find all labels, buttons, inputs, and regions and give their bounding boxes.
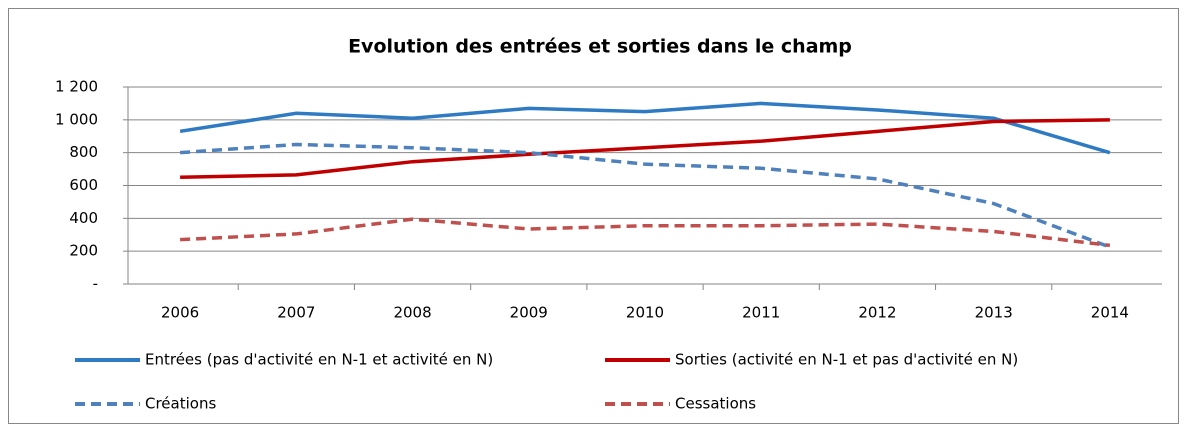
y-tick-label: 1 000 [55,110,98,128]
y-tick-label: 600 [69,176,98,194]
x-tick-label: 2007 [277,304,315,322]
x-tick-label: 2012 [858,304,896,322]
x-tick-label: 2006 [161,304,199,322]
x-tick-label: 2010 [626,304,664,322]
legend-label: Cessations [675,395,756,413]
x-tick-label: 2011 [742,304,780,322]
chart-title: Evolution des entrées et sorties dans le… [348,36,852,58]
x-tick-label: 2014 [1091,304,1129,322]
legend-label: Sorties (activité en N-1 et pas d'activi… [675,351,1018,369]
y-tick-label: 1 200 [55,78,98,96]
series-line [179,101,1111,155]
y-tick-label: - [93,275,98,293]
x-tick-label: 2013 [975,304,1013,322]
chart-border [8,8,1179,424]
legend-label: Créations [145,395,216,413]
series-line [179,142,1111,249]
legend-label: Entrées (pas d'activité en N-1 et activi… [145,351,493,369]
y-tick-label: 800 [69,143,98,161]
y-tick-label: 200 [69,242,98,260]
x-tick-label: 2009 [510,304,548,322]
series-line [180,118,1110,180]
y-tick-label: 400 [69,209,98,227]
series-line [180,217,1111,248]
x-tick-label: 2008 [393,304,431,322]
